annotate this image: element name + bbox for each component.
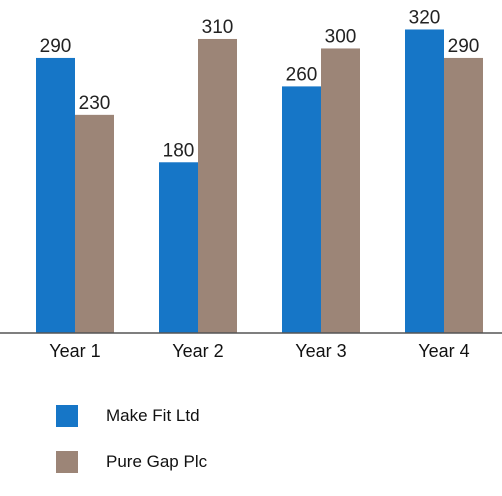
- bar-year-1-series-1: [36, 57, 75, 333]
- data-labels-group: 290 230 180 310 260 300 320 290: [40, 7, 480, 161]
- x-tick-label: Year 1: [49, 341, 100, 361]
- data-label: 290: [448, 36, 480, 57]
- data-label: 320: [409, 7, 441, 28]
- data-label: 230: [79, 93, 111, 114]
- bar-year-3-series-2: [321, 48, 360, 334]
- bar-year-3-series-1: [282, 86, 321, 333]
- legend-item-make-fit: Make Fit Ltd: [56, 404, 207, 428]
- bar-year-2-series-2: [198, 38, 237, 333]
- x-tick-label: Year 2: [172, 341, 223, 361]
- bar-year-1-series-2: [75, 114, 114, 334]
- legend-label-pure-gap: Pure Gap Plc: [106, 452, 208, 471]
- bars-group: [36, 29, 483, 334]
- data-label: 260: [286, 64, 318, 85]
- x-tick-label: Year 4: [418, 341, 469, 361]
- legend-item-pure-gap: Pure Gap Plc: [56, 450, 207, 474]
- bar-year-4-series-2: [444, 57, 483, 333]
- x-tick-label: Year 3: [295, 341, 346, 361]
- x-tick-labels-group: Year 1 Year 2 Year 3 Year 4: [49, 341, 469, 361]
- bar-year-4-series-1: [405, 29, 444, 333]
- legend-swatch-pure-gap: [56, 451, 78, 473]
- legend: Make Fit Ltd Pure Gap Plc: [56, 404, 207, 496]
- data-label: 310: [202, 17, 234, 38]
- legend-label-make-fit: Make Fit Ltd: [106, 406, 200, 425]
- data-label: 290: [40, 36, 72, 57]
- legend-swatch-make-fit: [56, 405, 78, 427]
- data-label: 180: [163, 140, 195, 161]
- data-label: 300: [325, 26, 357, 47]
- bar-year-2-series-1: [159, 162, 198, 333]
